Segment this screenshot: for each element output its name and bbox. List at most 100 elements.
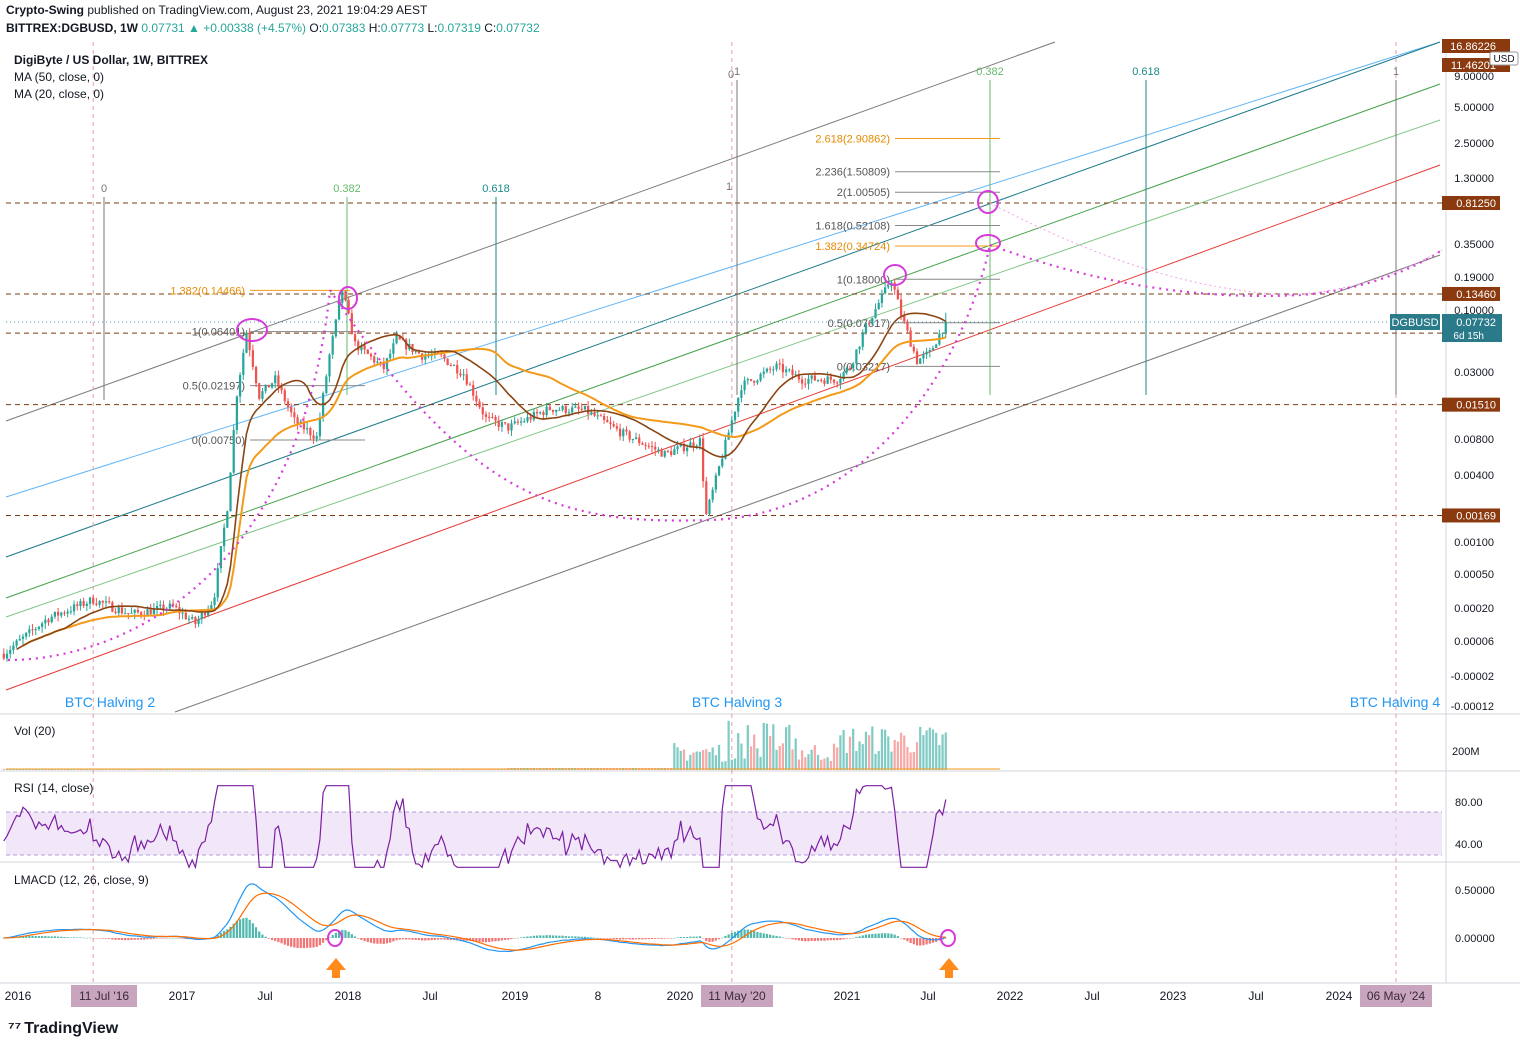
macd-hist-bar xyxy=(69,937,72,938)
macd-hist-bar xyxy=(906,938,909,942)
candle-body xyxy=(130,612,133,614)
candle-body xyxy=(117,607,120,614)
macd-hist-bar xyxy=(95,938,98,939)
candle-body xyxy=(155,605,159,609)
macd-hist-bar xyxy=(449,938,452,941)
volume-bar xyxy=(826,757,829,770)
candle-body xyxy=(794,374,797,376)
candle-body xyxy=(398,335,401,340)
macd-hist-bar xyxy=(344,930,347,938)
macd-hist-bar xyxy=(622,938,625,940)
candle-body xyxy=(293,412,296,418)
candle-body xyxy=(226,511,229,528)
candle-body xyxy=(223,527,226,547)
volume-bar xyxy=(868,735,871,770)
time-tick-label: Jul xyxy=(1248,989,1263,1003)
macd-hist-bar xyxy=(842,938,845,940)
volume-bar xyxy=(682,749,686,770)
price-tag-label: 0.01510 xyxy=(1456,400,1496,412)
macd-hist-bar xyxy=(717,938,721,940)
macd-hist-bar xyxy=(647,938,650,940)
macd-hist-bar xyxy=(385,938,389,944)
candle-body xyxy=(832,379,836,383)
macd-hist-bar xyxy=(101,938,104,939)
tradingview-logo[interactable]: ⁷⁷ TradingView xyxy=(8,1020,118,1038)
macd-hist-bar xyxy=(168,937,171,939)
volume-bar xyxy=(698,751,702,770)
macd-hist-bar xyxy=(896,936,899,938)
candle-body xyxy=(689,442,692,448)
candle-body xyxy=(280,386,283,391)
macd-hist-bar xyxy=(290,938,293,947)
macd-hist-bar xyxy=(72,937,76,938)
candle-body xyxy=(344,291,347,301)
macd-hist-bar xyxy=(558,935,561,938)
macd-hist-bar xyxy=(612,938,615,939)
volume-bar xyxy=(922,735,925,770)
volume-bar xyxy=(794,738,797,770)
candle-body xyxy=(376,361,379,363)
vol-pane-label[interactable]: Vol (20) xyxy=(14,724,56,738)
candle-body xyxy=(666,450,670,452)
volume-bar xyxy=(941,734,944,770)
price-tick-label: -0.00002 xyxy=(1451,671,1494,683)
candle-body xyxy=(357,341,360,351)
candle-body xyxy=(44,619,47,624)
macd-hist-bar xyxy=(816,938,820,941)
fib-time-label: 0 xyxy=(728,69,734,81)
close-label: C: xyxy=(484,21,497,35)
volume-bar xyxy=(692,752,695,770)
candle-body xyxy=(56,611,60,616)
channel-line xyxy=(5,41,1441,558)
macd-hist-bar xyxy=(609,938,612,939)
volume-bar xyxy=(791,749,794,770)
candle-body xyxy=(385,358,389,370)
volume-bar xyxy=(912,752,915,770)
macd-hist-bar xyxy=(53,936,57,938)
macd-hist-bar xyxy=(366,938,369,943)
rsi-tick-label: 80.00 xyxy=(1455,797,1483,809)
macd-hist-bar xyxy=(405,938,408,940)
macd-hist-bar xyxy=(254,927,258,938)
candle-body xyxy=(82,601,85,606)
publisher-name[interactable]: Crypto-Swing xyxy=(6,3,84,17)
candle-body xyxy=(711,489,714,500)
fib-time-label: 1 xyxy=(734,66,740,78)
lmacd-pane-label[interactable]: LMACD (12, 26, close, 9) xyxy=(14,873,149,887)
macd-hist-bar xyxy=(270,938,274,941)
candle-body xyxy=(114,611,117,614)
macd-hist-bar xyxy=(408,938,411,940)
macd-hist-bar xyxy=(861,935,864,938)
rsi-pane-label[interactable]: RSI (14, close) xyxy=(14,781,94,795)
macd-hist-bar xyxy=(852,937,855,939)
candle-body xyxy=(449,364,452,366)
price-tick-label: 0.00100 xyxy=(1454,537,1494,549)
macd-hist-bar xyxy=(868,934,871,938)
legend-ma50[interactable]: MA (50, close, 0) xyxy=(14,70,105,84)
macd-hist-bar xyxy=(417,938,421,941)
candle-body xyxy=(583,405,587,410)
macd-hist-bar xyxy=(797,938,801,941)
volume-bar xyxy=(759,756,762,770)
macd-hist-bar xyxy=(283,938,286,945)
legend-ma20[interactable]: MA (20, close, 0) xyxy=(14,87,105,101)
legend-title[interactable]: DigiByte / US Dollar, 1W, BITTREX xyxy=(14,53,209,67)
macd-hist-bar xyxy=(494,938,497,942)
macd-hist-bar xyxy=(845,938,848,939)
macd-hist-bar xyxy=(551,935,555,938)
volume-bar xyxy=(733,758,737,770)
candle-body xyxy=(577,406,580,409)
publish-info: Crypto-Swing published on TradingView.co… xyxy=(6,3,427,17)
price-tick-label: 1.30000 xyxy=(1454,173,1494,185)
macd-hist-bar xyxy=(299,938,302,949)
candle-body xyxy=(564,406,567,413)
candle-body xyxy=(730,420,733,433)
candle-body xyxy=(686,447,689,452)
candle-body xyxy=(31,629,34,631)
volume-bar xyxy=(705,749,708,770)
currency-badge[interactable] xyxy=(1489,51,1519,66)
highlight-circle xyxy=(977,190,999,214)
candle-body xyxy=(146,609,149,616)
macd-hist-bar xyxy=(433,938,436,940)
